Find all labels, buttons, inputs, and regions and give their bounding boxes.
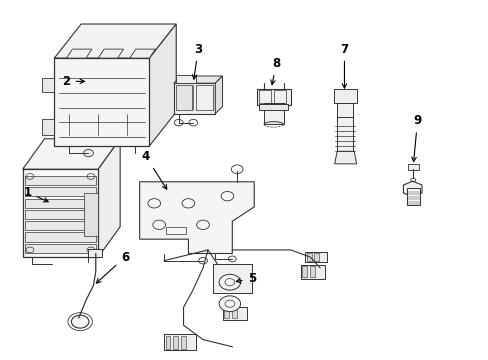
Polygon shape [54, 24, 176, 58]
Bar [176, 85, 192, 110]
Text: 4: 4 [142, 150, 166, 189]
Bar [166, 227, 185, 234]
Bar [181, 336, 186, 349]
Text: 5: 5 [236, 272, 255, 285]
Bar [313, 253, 318, 261]
Bar [165, 336, 170, 349]
Polygon shape [66, 49, 92, 58]
Bar [259, 90, 271, 103]
Bar [25, 187, 96, 197]
Text: 6: 6 [96, 251, 129, 283]
Polygon shape [173, 76, 222, 83]
Text: 7: 7 [340, 42, 348, 88]
Polygon shape [336, 103, 352, 117]
Bar [407, 164, 418, 170]
Bar [176, 75, 195, 83]
Polygon shape [130, 49, 155, 58]
Bar [173, 336, 178, 349]
Bar [195, 85, 212, 110]
Text: 3: 3 [192, 42, 202, 79]
Bar [302, 266, 306, 277]
Bar [306, 253, 311, 261]
Circle shape [71, 315, 89, 328]
Polygon shape [333, 89, 356, 103]
Polygon shape [334, 151, 356, 164]
Bar [25, 210, 96, 219]
Bar [224, 309, 228, 319]
Polygon shape [264, 103, 283, 125]
Circle shape [219, 296, 240, 312]
Polygon shape [259, 104, 288, 110]
Bar [25, 233, 96, 242]
Polygon shape [403, 181, 421, 197]
Polygon shape [54, 58, 149, 146]
Polygon shape [98, 49, 123, 58]
Polygon shape [140, 182, 254, 253]
Polygon shape [173, 83, 215, 114]
Polygon shape [42, 119, 54, 135]
Bar [305, 252, 327, 262]
Polygon shape [42, 78, 54, 92]
Polygon shape [149, 24, 176, 146]
Polygon shape [215, 76, 222, 114]
Bar [25, 199, 96, 208]
Polygon shape [22, 169, 98, 257]
Polygon shape [256, 89, 290, 105]
Text: 8: 8 [270, 57, 280, 85]
Polygon shape [22, 139, 120, 169]
Text: 9: 9 [411, 114, 421, 162]
Bar [25, 244, 96, 253]
Bar [83, 193, 98, 235]
Bar [310, 266, 315, 277]
Circle shape [219, 274, 240, 290]
Bar [25, 176, 96, 185]
Bar [222, 307, 246, 320]
Polygon shape [212, 264, 251, 293]
Bar [88, 249, 102, 257]
Bar [232, 309, 237, 319]
Bar [336, 117, 352, 153]
Bar [273, 90, 285, 103]
Text: 1: 1 [23, 186, 48, 202]
Bar [25, 221, 96, 230]
Bar [163, 334, 195, 350]
Text: 2: 2 [62, 75, 84, 88]
Bar [300, 265, 325, 279]
Bar [406, 188, 419, 205]
Polygon shape [98, 139, 120, 257]
